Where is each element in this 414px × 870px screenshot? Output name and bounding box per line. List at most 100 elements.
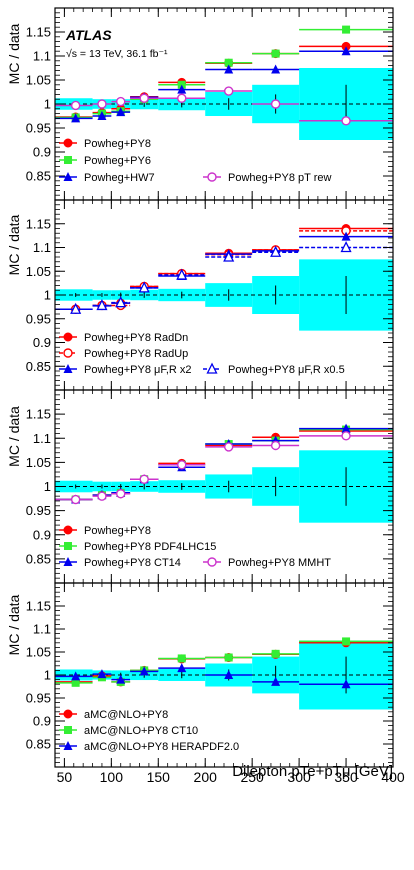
series-point bbox=[223, 250, 235, 262]
legend-label: aMC@NLO+PY8 bbox=[84, 709, 168, 721]
y-tick-label: 1.05 bbox=[26, 264, 51, 279]
legend-marker bbox=[63, 557, 73, 566]
legend-entry: Powheg+PY8 μF,R x0.5 bbox=[203, 362, 345, 376]
legend-marker bbox=[63, 172, 73, 181]
y-tick-label: 1.15 bbox=[26, 407, 51, 422]
series-point bbox=[116, 107, 126, 117]
legend-label: Powheg+PY6 bbox=[84, 155, 151, 167]
uncertainty-band-bin bbox=[55, 289, 93, 301]
x-tick-label: 300 bbox=[287, 769, 311, 785]
series-amc-nlo-py8-herapdf2-0 bbox=[55, 663, 393, 689]
x-tick-label: 50 bbox=[57, 769, 73, 785]
y-tick-label: 1 bbox=[44, 288, 51, 303]
y-tick-label: 1 bbox=[44, 668, 51, 683]
legend-label: Powheg+PY8 pT rew bbox=[228, 172, 331, 184]
legend-entry: Powheg+HW7 bbox=[59, 172, 155, 184]
legend-entry: Powheg+PY8 RadDn bbox=[59, 332, 188, 344]
series-point bbox=[71, 113, 81, 123]
legend-entry: Powheg+PY8 CT14 bbox=[59, 557, 181, 569]
legend-label: Powheg+PY8 RadUp bbox=[84, 348, 188, 360]
y-tick-label: 0.85 bbox=[26, 359, 51, 374]
series-point bbox=[341, 46, 351, 56]
series-point bbox=[97, 111, 107, 120]
legend-marker bbox=[63, 741, 73, 750]
series-point bbox=[224, 653, 233, 662]
series-point bbox=[116, 489, 126, 499]
series-point bbox=[71, 671, 81, 681]
y-tick-label: 1 bbox=[44, 479, 51, 494]
panel-4: 0.85 0.9 0.95 1 1.05 1.1 1.15 MC / data aMC@NLO+… bbox=[6, 582, 405, 785]
legend-marker bbox=[206, 362, 218, 374]
legend-entry: Powheg+PY8 bbox=[59, 138, 151, 150]
legend-entry: Powheg+PY8 bbox=[59, 525, 151, 537]
panel-plot-area bbox=[55, 224, 393, 331]
y-axis-label: MC / data bbox=[6, 23, 22, 84]
series-point bbox=[96, 298, 108, 311]
series-point bbox=[177, 93, 187, 103]
legend-marker bbox=[63, 332, 73, 342]
series-point bbox=[177, 460, 187, 470]
legend-marker bbox=[207, 557, 217, 567]
legend-label: Powheg+PY8 μF,R x0.5 bbox=[228, 364, 345, 376]
y-tick-label: 1.05 bbox=[26, 455, 51, 470]
legend-entry: aMC@NLO+PY8 CT10 bbox=[59, 725, 198, 737]
series-point bbox=[342, 637, 351, 646]
y-tick-label: 0.85 bbox=[26, 551, 51, 566]
y-tick-label: 0.9 bbox=[33, 527, 51, 542]
series-point bbox=[223, 442, 234, 452]
series-powheg-py8-f-r-x0-5 bbox=[55, 241, 393, 314]
legend-label: Powheg+PY8 μF,R x2 bbox=[84, 364, 192, 376]
series-powheg-py8-mmht bbox=[55, 431, 393, 505]
series-point bbox=[71, 678, 80, 687]
legend-entry: Powheg+PY8 RadUp bbox=[59, 348, 188, 360]
panel-1: 0.85 0.9 0.95 1 1.05 1.1 1.15 MC / data Powheg+P… bbox=[6, 7, 394, 201]
uncertainty-band-bin bbox=[55, 669, 93, 681]
legend-marker bbox=[64, 542, 72, 550]
axes-root: 0.85 0.9 0.95 1 1.05 1.1 1.15 MC / data Powheg+P… bbox=[6, 7, 405, 785]
energy-label: √s = 13 TeV, 36.1 fb⁻¹ bbox=[66, 48, 168, 60]
y-tick-label: 0.95 bbox=[26, 691, 51, 706]
series-point bbox=[341, 231, 351, 241]
series-point bbox=[342, 25, 351, 34]
y-tick-label: 0.95 bbox=[26, 503, 51, 518]
legend-entry: Powheg+PY6 bbox=[59, 155, 151, 167]
legend-marker bbox=[63, 525, 73, 535]
series-point bbox=[70, 302, 82, 314]
x-axis-label: Dilepton pTe+pTμ [GeV] bbox=[232, 763, 393, 780]
panel-plot-area bbox=[55, 25, 393, 140]
series-point bbox=[341, 116, 351, 126]
series-point bbox=[270, 245, 282, 257]
series-point bbox=[340, 241, 352, 253]
y-tick-label: 1.1 bbox=[33, 240, 51, 255]
y-tick-label: 1.15 bbox=[26, 216, 51, 231]
series-point bbox=[116, 96, 126, 107]
y-axis-label: MC / data bbox=[6, 594, 22, 655]
y-axis-label: MC / data bbox=[6, 406, 22, 467]
series-point bbox=[271, 676, 281, 686]
legend-label: Powheg+PY8 CT14 bbox=[84, 557, 181, 569]
legend-entry: aMC@NLO+PY8 HERAPDF2.0 bbox=[59, 741, 239, 753]
atlas-label: ATLAS bbox=[65, 27, 112, 43]
series-point bbox=[177, 663, 187, 673]
legend-marker bbox=[207, 172, 217, 182]
y-tick-label: 0.95 bbox=[26, 121, 51, 136]
y-tick-label: 1 bbox=[44, 97, 51, 112]
legend-marker bbox=[63, 348, 73, 358]
legend-entry: Powheg+PY8 MMHT bbox=[203, 557, 331, 569]
y-tick-label: 1.15 bbox=[26, 25, 51, 40]
series-point bbox=[224, 58, 233, 67]
legend-label: Powheg+PY8 MMHT bbox=[228, 557, 331, 569]
series-point bbox=[138, 281, 150, 293]
y-tick-label: 1.1 bbox=[33, 431, 51, 446]
x-tick-label: 400 bbox=[381, 769, 405, 785]
y-tick-label: 0.95 bbox=[26, 311, 51, 326]
panel-2: 0.85 0.9 0.95 1 1.05 1.1 1.15 MC / data Powheg+P… bbox=[6, 199, 394, 391]
y-tick-label: 1.05 bbox=[26, 645, 51, 660]
y-axis-label: MC / data bbox=[6, 214, 22, 275]
y-tick-label: 1.1 bbox=[33, 49, 51, 64]
legend-marker bbox=[63, 709, 73, 719]
legend-marker bbox=[64, 156, 72, 164]
legend-marker bbox=[63, 364, 73, 373]
series-point bbox=[224, 64, 234, 74]
